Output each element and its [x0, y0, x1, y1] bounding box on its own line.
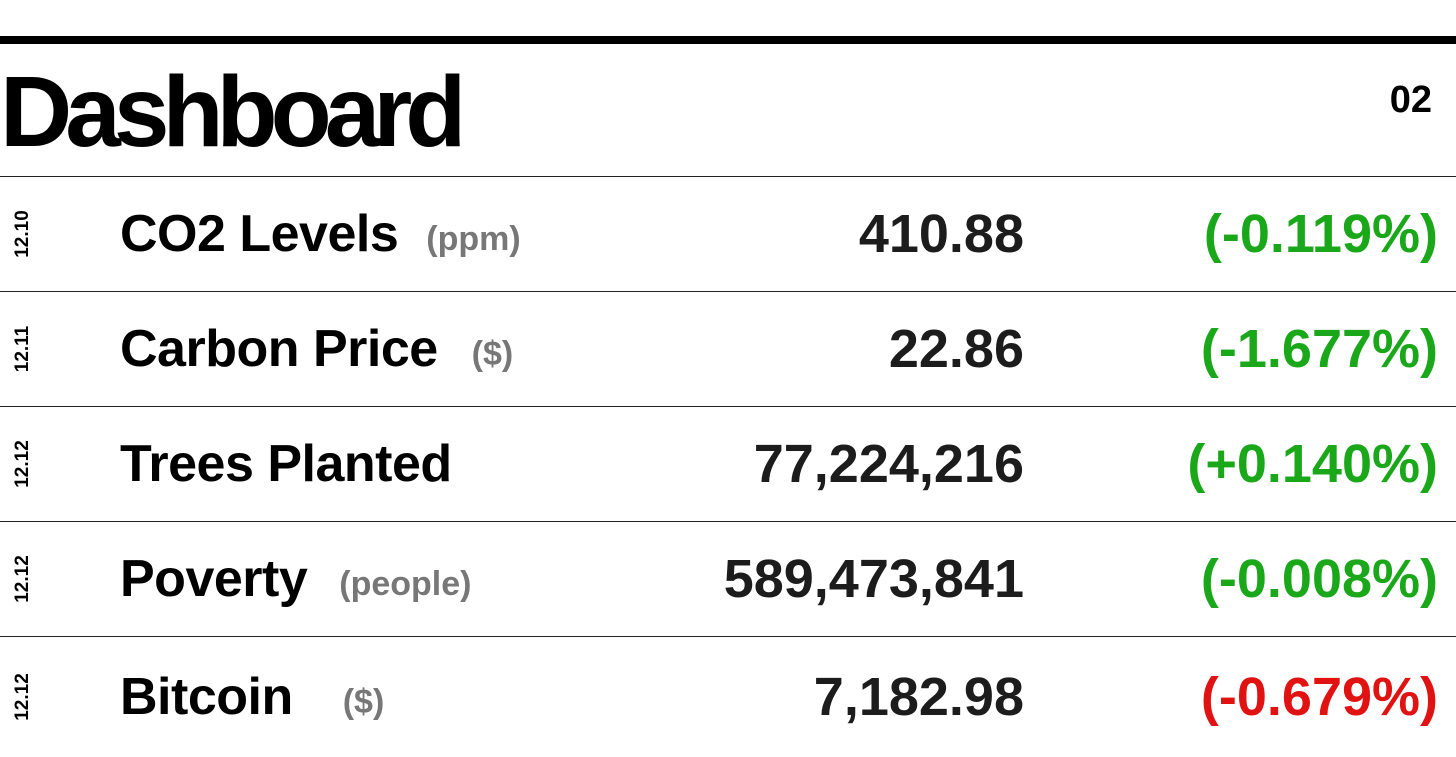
row-label: Trees Planted	[120, 435, 452, 493]
metric-row-trees-planted: 12.12 Trees Planted 77,224,216 (+0.140%)	[0, 406, 1456, 521]
row-value: 77,224,216	[753, 434, 1024, 494]
row-value: 410.88	[858, 204, 1024, 264]
row-label: Poverty	[120, 550, 308, 608]
metric-row-bitcoin: 12.12 Bitcoin ($) 7,182.98 (-0.679%)	[0, 636, 1456, 756]
row-change: (-0.119%)	[1203, 204, 1438, 264]
row-unit: ($)	[471, 335, 514, 373]
page-title: Dashboard	[0, 56, 466, 168]
row-unit: ($)	[342, 682, 385, 721]
row-value: 22.86	[888, 319, 1024, 379]
top-rule	[0, 36, 1456, 44]
page-number: 02	[1389, 79, 1432, 121]
metric-row-carbon-price: 12.11 Carbon Price ($) 22.86 (-1.677%)	[0, 291, 1456, 406]
row-change: (-0.679%)	[1200, 666, 1438, 727]
row-date: 12.11	[12, 325, 33, 373]
row-unit: (ppm)	[426, 220, 521, 258]
row-label-group: Trees Planted	[120, 407, 452, 521]
row-label-group: Poverty (people)	[120, 522, 471, 636]
row-label-group: Bitcoin ($)	[120, 637, 384, 756]
row-unit: (people)	[339, 565, 472, 603]
row-change: (-1.677%)	[1200, 319, 1438, 379]
row-label-group: Carbon Price ($)	[120, 292, 513, 406]
row-date: 12.10	[12, 210, 33, 258]
row-label: CO2 Levels	[120, 205, 399, 263]
row-label: Carbon Price	[120, 320, 438, 378]
metric-row-co2-levels: 12.10 CO2 Levels (ppm) 410.88 (-0.119%)	[0, 176, 1456, 291]
row-value: 589,473,841	[723, 549, 1024, 609]
row-label-group: CO2 Levels (ppm)	[120, 177, 521, 291]
row-value: 7,182.98	[813, 666, 1024, 727]
row-date: 12.12	[12, 555, 33, 603]
row-date: 12.12	[12, 440, 33, 488]
row-change: (+0.140%)	[1187, 434, 1438, 494]
metrics-table: 12.10 CO2 Levels (ppm) 410.88 (-0.119%) …	[0, 176, 1456, 756]
row-date: 12.12	[12, 672, 33, 721]
row-label: Bitcoin	[120, 667, 293, 726]
row-change: (-0.008%)	[1200, 549, 1438, 609]
metric-row-poverty: 12.12 Poverty (people) 589,473,841 (-0.0…	[0, 521, 1456, 636]
